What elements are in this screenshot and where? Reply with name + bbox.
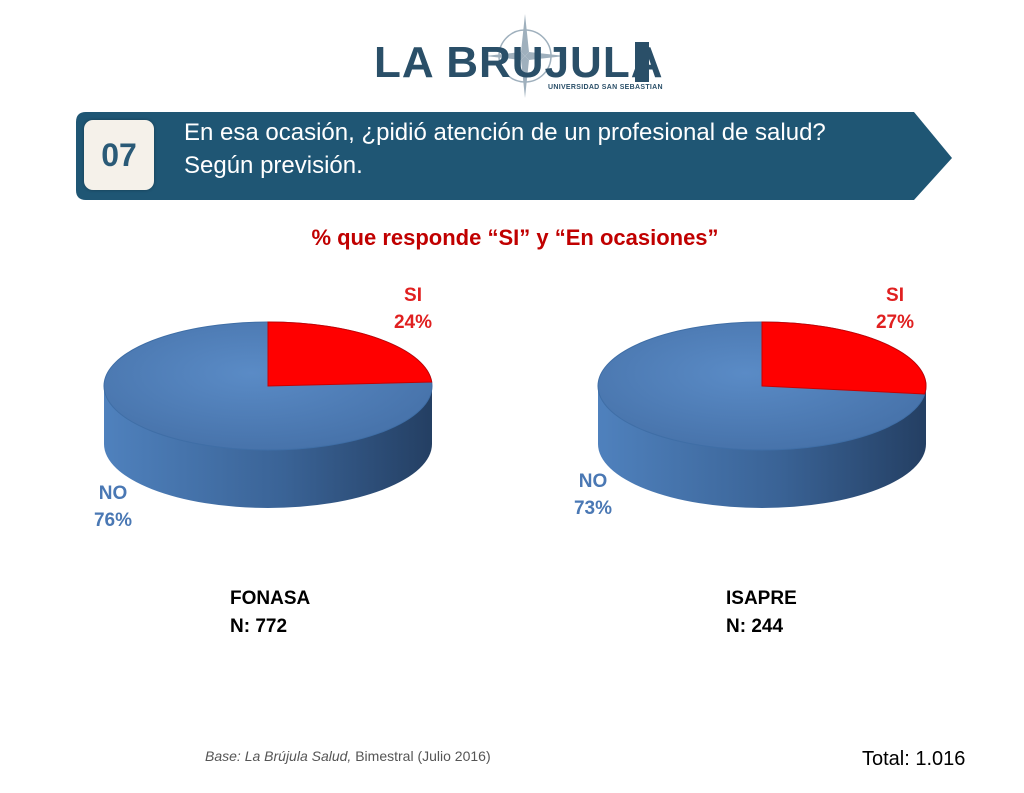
chart-title: % que responde “SI” y “En ocasiones”: [311, 225, 719, 250]
isapre-no-value: 73%: [573, 498, 613, 519]
pie-chart-isapre: [597, 321, 927, 508]
fonasa-no-value: 76%: [93, 510, 133, 531]
logo-subtitle: UNIVERSIDAD SAN SEBASTIAN: [548, 84, 663, 91]
slice-si-fonasa: [267, 321, 433, 387]
total-count: Total: 1.016: [862, 748, 966, 770]
isapre-si-label: SI 27%: [860, 282, 930, 336]
base-note: Base: La Brújula Salud, Bimestral (Julio…: [205, 748, 491, 764]
isapre-no-name: NO: [578, 471, 608, 492]
slice-si-isapre: [761, 321, 927, 395]
compass-icon: [485, 14, 565, 98]
question-text: En esa ocasión, ¿pidió atención de un pr…: [184, 119, 826, 179]
question-banner: [76, 112, 952, 200]
fonasa-si-name: SI: [404, 285, 422, 306]
logo-side-bar: [635, 42, 649, 82]
base-period: Bimestral (Julio 2016): [351, 748, 491, 764]
isapre-group-name: ISAPRE: [726, 588, 797, 609]
fonasa-group-label: FONASA N: 772: [230, 585, 310, 641]
question-number-badge: 07: [84, 120, 154, 190]
isapre-group-label: ISAPRE N: 244: [726, 585, 797, 641]
pie-side-isapre: [598, 386, 926, 508]
isapre-sample-size: N: 244: [726, 616, 784, 637]
fonasa-group-name: FONASA: [230, 588, 311, 609]
isapre-no-label: NO 73%: [558, 468, 628, 522]
base-source: Base: La Brújula Salud,: [205, 748, 352, 764]
pie-chart-fonasa: [103, 321, 433, 508]
pie-side-fonasa: [104, 386, 432, 508]
fonasa-sample-size: N: 772: [230, 616, 288, 637]
isapre-si-name: SI: [886, 285, 904, 306]
fonasa-si-label: SI 24%: [378, 282, 448, 336]
fonasa-no-label: NO 76%: [78, 480, 148, 534]
fonasa-si-value: 24%: [393, 312, 433, 333]
la-brujula-logo: LA BRUJULA UNIVERSIDAD SAN SEBASTIAN: [360, 10, 670, 102]
logo-wordmark: LA BRUJULA: [374, 38, 664, 87]
fonasa-no-name: NO: [98, 483, 128, 504]
isapre-si-value: 27%: [875, 312, 915, 333]
